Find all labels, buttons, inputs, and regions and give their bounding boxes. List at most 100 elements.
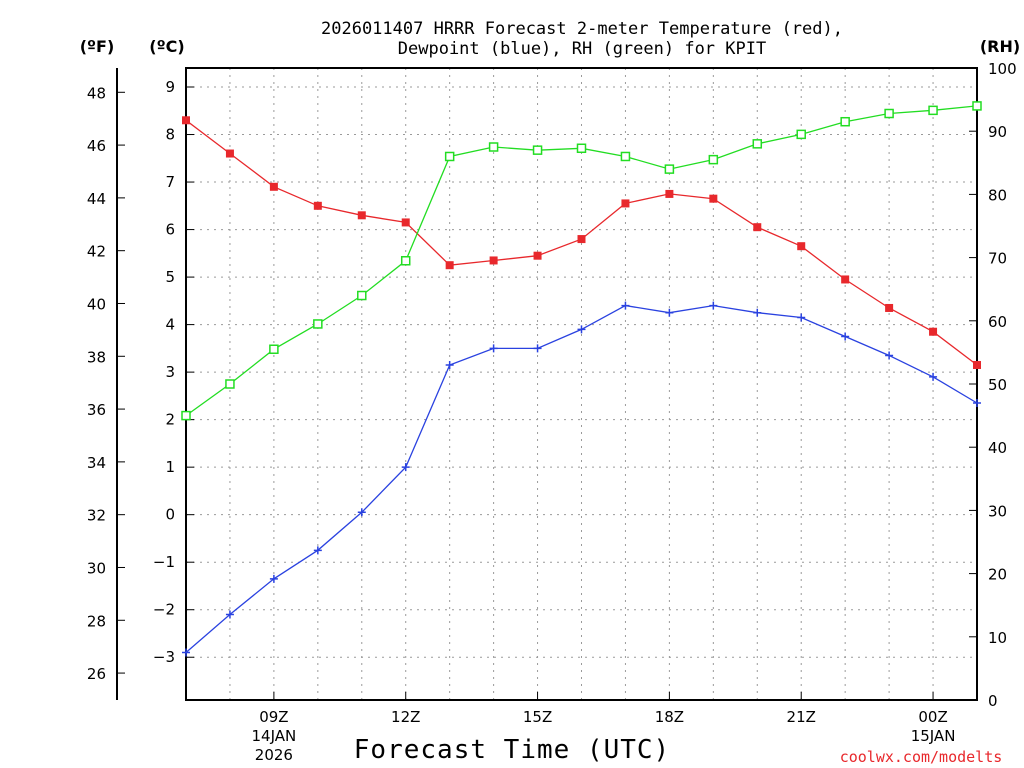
temperature-point — [929, 327, 938, 336]
celsius-tick-label: 1 — [165, 458, 175, 476]
fahrenheit-tick-label: 30 — [87, 559, 106, 577]
dewpoint-point — [621, 301, 630, 310]
x-axis-title: Forecast Time (UTC) — [354, 735, 670, 765]
dewpoint-point — [709, 301, 718, 310]
temperature-point — [797, 242, 806, 251]
rh-point — [488, 142, 499, 152]
credit-text: coolwx.com/modelts — [840, 748, 1003, 766]
fahrenheit-tick-label: 28 — [87, 612, 106, 630]
rh-point — [357, 290, 367, 301]
rh-point — [928, 105, 938, 116]
rh-point — [620, 151, 631, 162]
celsius-tick-label: −1 — [153, 553, 175, 571]
rh-tick-label: 40 — [988, 439, 1007, 457]
dewpoint-point — [665, 308, 674, 317]
dewpoint-point — [269, 574, 278, 583]
axes-layer: −3−2−10123456789262830323436384042444648… — [87, 60, 1017, 764]
dewpoint-point — [313, 546, 322, 555]
dewpoint-point — [973, 399, 981, 408]
dewpoint-point — [182, 648, 190, 657]
temperature-point — [357, 211, 366, 220]
fahrenheit-tick-label: 36 — [87, 401, 106, 419]
dewpoint-point — [885, 351, 894, 360]
fahrenheit-tick-label: 48 — [87, 84, 106, 102]
dewpoint-point — [797, 313, 806, 322]
celsius-tick-label: −3 — [153, 648, 175, 666]
celsius-tick-label: 9 — [165, 78, 175, 96]
x-tick-label: 09Z — [259, 708, 288, 726]
rh-point — [181, 410, 191, 421]
fahrenheit-tick-label: 46 — [87, 137, 106, 155]
x-tick-label: 00Z — [918, 708, 947, 726]
fahrenheit-tick-label: 38 — [87, 348, 106, 366]
celsius-tick-label: 0 — [165, 506, 175, 524]
chart-title-line-1: 2026011407 HRRR Forecast 2-meter Tempera… — [321, 19, 843, 39]
rh-point — [752, 139, 763, 149]
temperature-point — [401, 218, 410, 227]
x-tick-date-label: 14JAN — [252, 727, 297, 745]
celsius-tick-label: 3 — [165, 363, 175, 381]
temperature-point — [225, 149, 234, 158]
dewpoint-point — [577, 325, 586, 334]
fahrenheit-tick-label: 40 — [87, 295, 106, 313]
dewpoint-point — [489, 344, 498, 353]
rh-point — [532, 145, 543, 155]
celsius-tick-label: 8 — [165, 126, 175, 144]
rh-tick-label: 80 — [988, 186, 1007, 204]
dewpoint-point — [841, 332, 850, 341]
rh-point — [225, 379, 235, 389]
rh-point — [664, 164, 675, 174]
fahrenheit-tick-label: 34 — [87, 454, 106, 472]
x-tick-date-label: 15JAN — [911, 727, 956, 745]
rh-tick-label: 50 — [988, 376, 1007, 394]
x-tick-label: 12Z — [391, 708, 420, 726]
x-tick-label: 18Z — [655, 708, 684, 726]
temperature-point — [973, 360, 981, 369]
rh-unit-label: (RH) — [980, 37, 1020, 56]
celsius-tick-label: 6 — [165, 221, 175, 239]
fahrenheit-tick-label: 26 — [87, 665, 106, 683]
temperature-point — [709, 194, 718, 203]
dewpoint-point — [401, 463, 410, 472]
celsius-tick-label: −2 — [153, 601, 175, 619]
temperature-point — [489, 256, 498, 265]
celsius-tick-label: 4 — [165, 316, 175, 334]
x-tick-label: 21Z — [787, 708, 816, 726]
celsius-tick-label: 2 — [165, 411, 175, 429]
rh-point — [269, 344, 279, 354]
rh-point — [708, 154, 719, 165]
temperature-point — [841, 275, 850, 284]
grid-layer — [186, 68, 977, 700]
rh-point — [884, 108, 894, 119]
rh-point — [972, 101, 982, 111]
celsius-tick-label: 5 — [165, 268, 175, 286]
temperature-point — [269, 182, 278, 191]
temperature-point — [533, 251, 542, 260]
dewpoint-point — [225, 610, 234, 619]
temperature-point — [577, 235, 586, 244]
rh-tick-label: 0 — [988, 692, 998, 710]
fahrenheit-tick-label: 42 — [87, 243, 106, 261]
x-tick-date-label: 2026 — [255, 746, 293, 764]
fahrenheit-tick-label: 32 — [87, 507, 106, 525]
temperature-point — [313, 201, 322, 210]
rh-tick-label: 20 — [988, 566, 1007, 584]
rh-point — [400, 256, 411, 266]
celsius-tick-label: 7 — [165, 173, 175, 191]
rh-tick-label: 60 — [988, 313, 1007, 331]
fahrenheit-unit-label: (ºF) — [80, 37, 115, 56]
series-layer — [181, 101, 982, 657]
dewpoint-point — [357, 508, 366, 517]
rh-point — [840, 116, 850, 127]
temperature-point — [621, 199, 630, 208]
temperature-point — [445, 261, 454, 270]
x-tick-label: 15Z — [523, 708, 552, 726]
dewpoint-point — [929, 372, 938, 381]
temperature-point — [665, 189, 674, 198]
rh-point — [313, 319, 323, 329]
dewpoint-point — [445, 360, 454, 369]
temperature-point — [885, 303, 894, 312]
temperature-point — [182, 116, 190, 125]
rh-tick-label: 30 — [988, 502, 1007, 520]
rh-tick-label: 100 — [988, 60, 1017, 78]
